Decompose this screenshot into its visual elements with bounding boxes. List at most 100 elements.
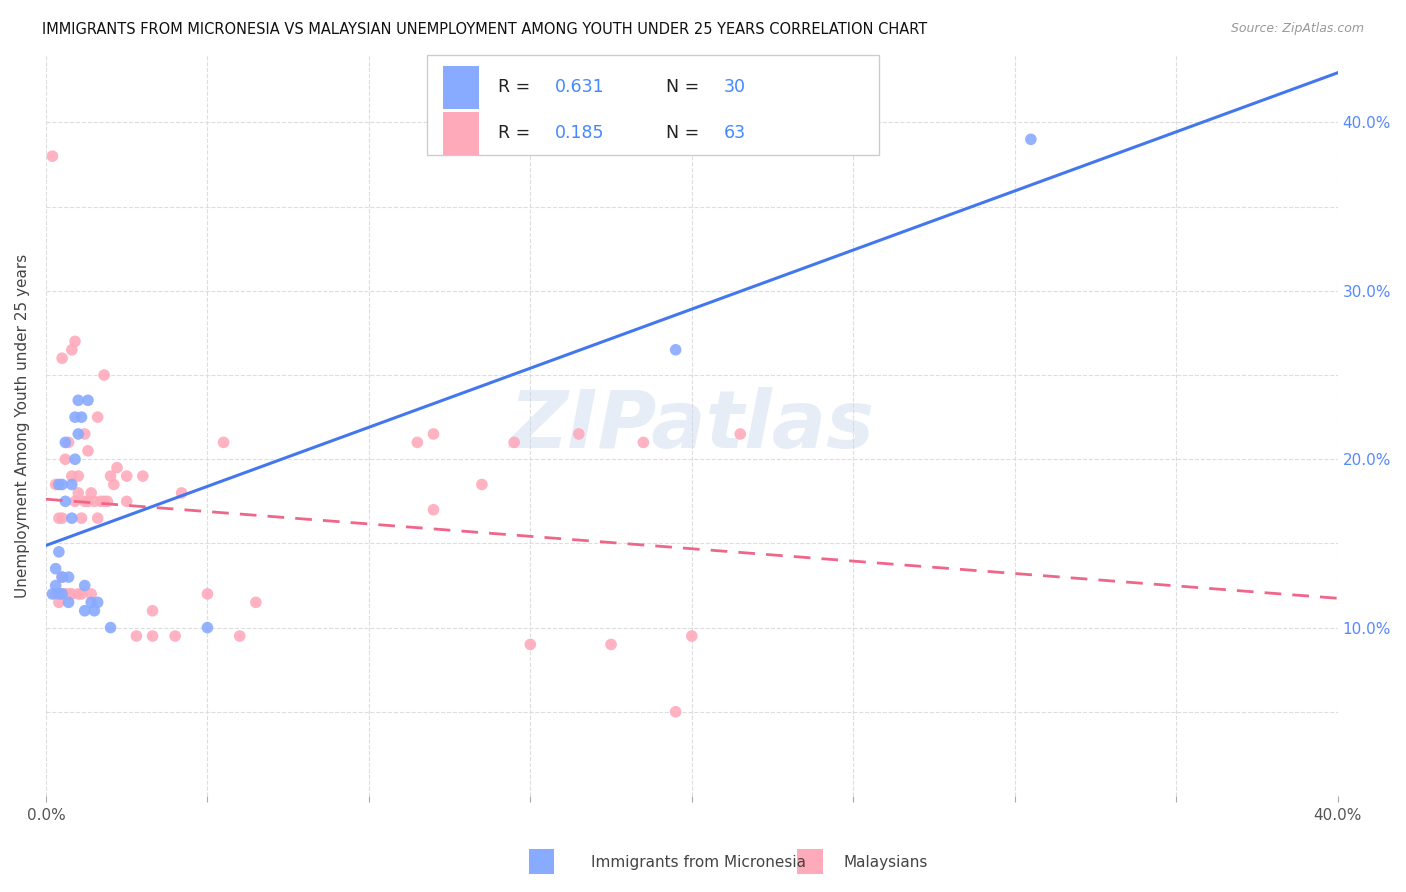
Point: [77, 443, 100, 458]
Point: [212, 435, 235, 450]
Point: [86, 595, 108, 609]
Point: [471, 477, 494, 491]
Point: [77, 494, 100, 508]
Point: [48, 595, 70, 609]
Point: [73, 578, 96, 592]
Point: [115, 469, 138, 483]
Point: [45, 562, 67, 576]
Point: [86, 410, 108, 425]
Bar: [443, 112, 478, 154]
Point: [60, 469, 83, 483]
Point: [100, 469, 122, 483]
Text: Source: ZipAtlas.com: Source: ZipAtlas.com: [1230, 22, 1364, 36]
Text: Immigrants from Micronesia: Immigrants from Micronesia: [591, 855, 806, 870]
Text: IMMIGRANTS FROM MICRONESIA VS MALAYSIAN UNEMPLOYMENT AMONG YOUTH UNDER 25 YEARS : IMMIGRANTS FROM MICRONESIA VS MALAYSIAN …: [42, 22, 928, 37]
Text: R =: R =: [498, 78, 536, 96]
Point: [58, 435, 80, 450]
Point: [80, 486, 103, 500]
Point: [45, 477, 67, 491]
Point: [77, 393, 100, 408]
Point: [58, 595, 80, 609]
Point: [53, 587, 76, 601]
Point: [170, 486, 193, 500]
Point: [105, 460, 128, 475]
Point: [63, 410, 86, 425]
Point: [728, 427, 751, 442]
Point: [58, 587, 80, 601]
Point: [406, 435, 429, 450]
Point: [245, 595, 267, 609]
Point: [503, 435, 526, 450]
Point: [103, 477, 125, 491]
Point: [197, 587, 219, 601]
Point: [600, 637, 623, 651]
Point: [86, 511, 108, 525]
Point: [41, 587, 63, 601]
Point: [60, 477, 83, 491]
Point: [63, 334, 86, 349]
Point: [45, 587, 67, 601]
Bar: [797, 849, 823, 874]
Point: [165, 629, 187, 643]
Point: [67, 469, 90, 483]
Point: [141, 629, 163, 643]
Point: [60, 587, 83, 601]
Point: [67, 486, 90, 500]
Point: [51, 477, 73, 491]
Point: [73, 604, 96, 618]
Text: N =: N =: [666, 124, 704, 142]
Point: [633, 435, 655, 450]
Point: [93, 494, 115, 508]
Point: [141, 604, 163, 618]
Text: ZIPatlas: ZIPatlas: [509, 386, 875, 465]
Bar: [529, 849, 554, 874]
Point: [51, 587, 73, 601]
Point: [63, 494, 86, 508]
Point: [51, 511, 73, 525]
Point: [51, 587, 73, 601]
Y-axis label: Unemployment Among Youth under 25 years: Unemployment Among Youth under 25 years: [15, 253, 30, 598]
Point: [80, 595, 103, 609]
Point: [73, 427, 96, 442]
Point: [53, 494, 76, 508]
Point: [45, 578, 67, 592]
Point: [422, 502, 444, 516]
Point: [83, 494, 105, 508]
Bar: [443, 66, 478, 109]
Point: [90, 494, 112, 508]
Point: [115, 494, 138, 508]
Point: [48, 545, 70, 559]
Point: [58, 570, 80, 584]
Text: 63: 63: [724, 124, 747, 142]
Text: N =: N =: [666, 78, 704, 96]
Point: [63, 452, 86, 467]
Point: [67, 393, 90, 408]
Point: [80, 587, 103, 601]
Point: [665, 343, 688, 357]
Point: [681, 629, 703, 643]
Point: [228, 629, 250, 643]
Point: [100, 621, 122, 635]
Point: [665, 705, 688, 719]
Point: [60, 343, 83, 357]
Point: [51, 570, 73, 584]
Point: [70, 587, 93, 601]
Point: [53, 452, 76, 467]
Point: [53, 435, 76, 450]
Point: [1019, 132, 1042, 146]
Text: 30: 30: [724, 78, 747, 96]
Point: [568, 427, 591, 442]
Point: [48, 587, 70, 601]
Point: [83, 604, 105, 618]
Text: 0.631: 0.631: [555, 78, 605, 96]
Point: [51, 570, 73, 584]
Point: [96, 494, 118, 508]
Point: [48, 511, 70, 525]
Text: Malaysians: Malaysians: [844, 855, 928, 870]
Point: [48, 477, 70, 491]
Point: [51, 351, 73, 366]
Point: [422, 427, 444, 442]
Text: 0.185: 0.185: [555, 124, 605, 142]
Text: R =: R =: [498, 124, 536, 142]
Point: [67, 427, 90, 442]
